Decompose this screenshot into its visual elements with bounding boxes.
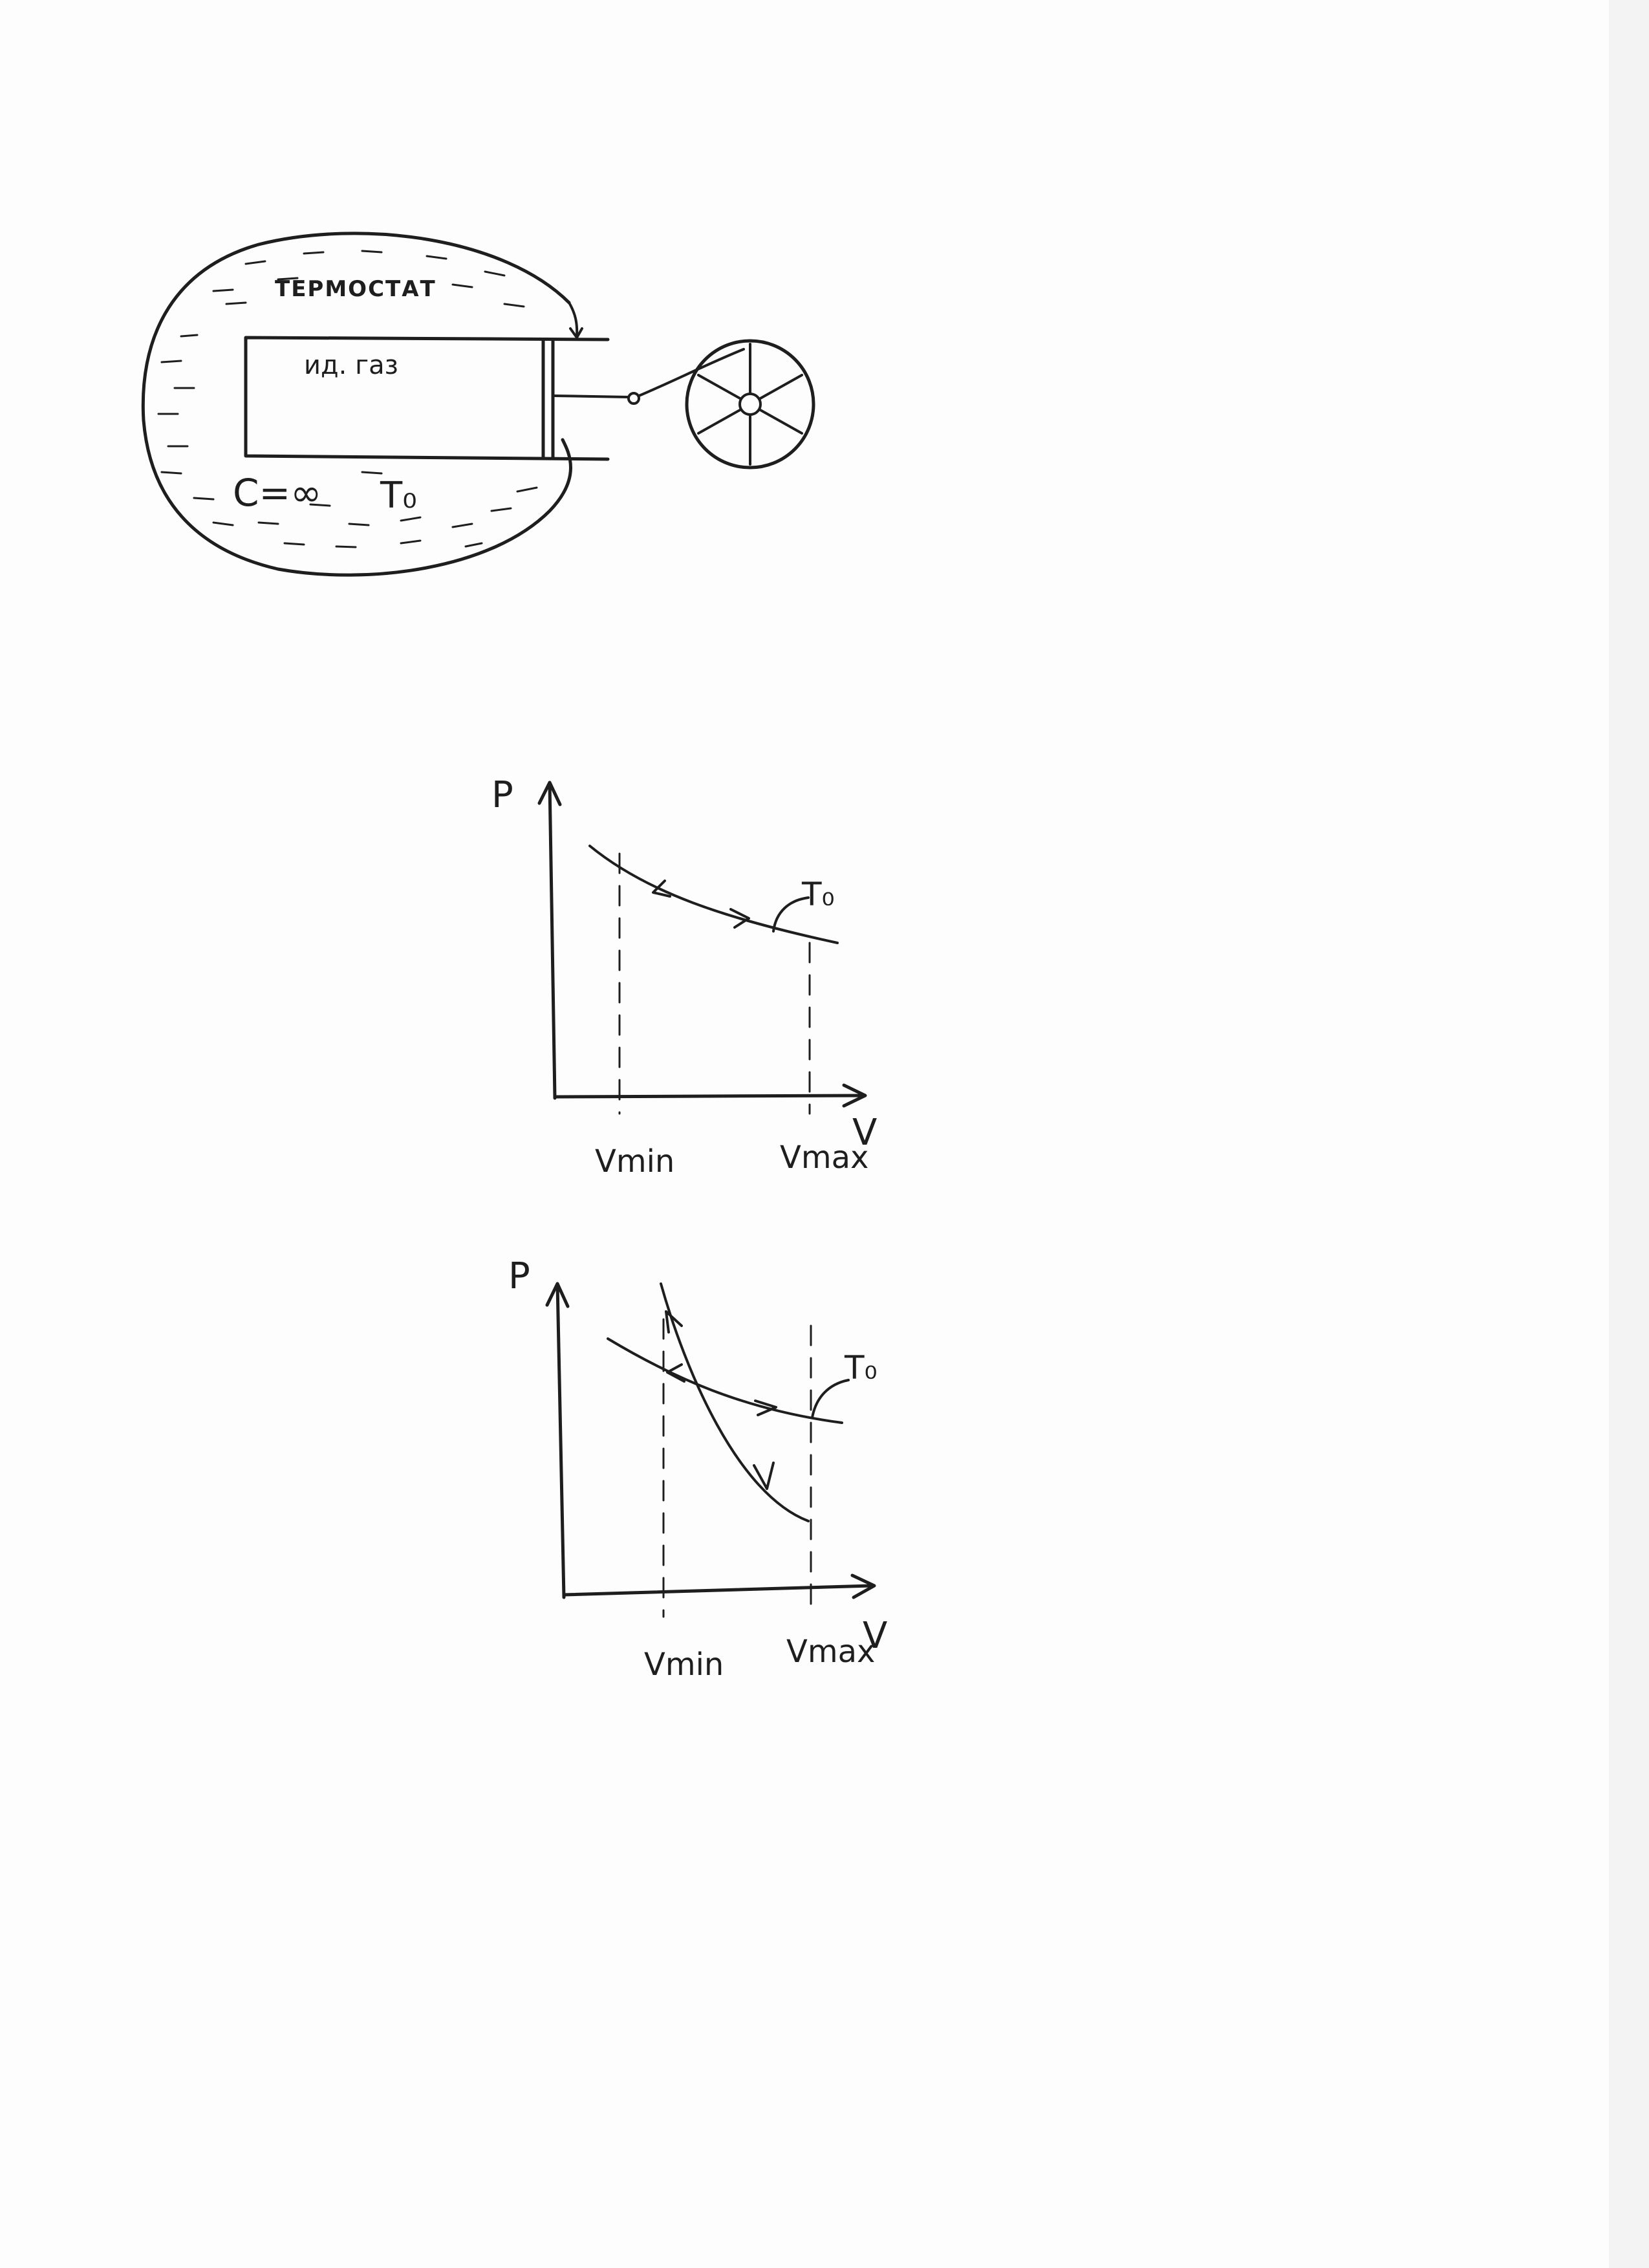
heat-capacity-label: C=∞ [233, 471, 321, 515]
steep-arrow-up [665, 1310, 683, 1334]
pv-diagram-bottom: P V Vmin Vmax T₀ [508, 1255, 887, 1683]
p-axis [555, 1282, 566, 1599]
thermostat-label: ТЕРМОСТАТ [275, 276, 436, 302]
rod-joint [627, 392, 640, 405]
isotherm-label: T₀ [844, 1349, 878, 1387]
steep-arrow-down [753, 1462, 775, 1490]
isotherm-arrow-right [729, 908, 750, 929]
thermostat-pointer [568, 301, 579, 338]
flywheel [685, 339, 815, 470]
vmax-label: Vmax [780, 1139, 868, 1176]
p-axis [548, 781, 557, 1100]
isotherm-label: T₀ [801, 876, 835, 913]
temperature-label: T₀ [380, 475, 417, 517]
scan-edge [1609, 0, 1649, 2268]
pv-diagram-top: P V Vmin Vmax T₀ [491, 774, 877, 1180]
p-axis-label: P [491, 774, 513, 816]
apparatus-drawing: ТЕРМОСТАТ ид. газ C=∞ T₀ [141, 232, 815, 577]
v-axis-label: V [852, 1112, 877, 1154]
thermostat-pointer-head [569, 327, 583, 339]
isotherm-arrow-right [754, 1399, 777, 1416]
isotherm-arrow-left [666, 1363, 685, 1383]
piston-rod [554, 394, 630, 398]
vmin-label: Vmin [644, 1647, 724, 1683]
v-axis-arrow [850, 1573, 876, 1599]
connecting-rope [638, 348, 745, 397]
v-axis-label: V [863, 1615, 887, 1657]
p-axis-arrow [545, 1282, 570, 1308]
v-axis-arrow [842, 1083, 867, 1108]
thermostat-outline [141, 232, 572, 577]
v-axis [553, 1094, 865, 1099]
isotherm-arrow-left [652, 880, 671, 898]
gas-label: ид. газ [304, 351, 398, 380]
vmin-label: Vmin [595, 1143, 674, 1180]
isotherm-leader [811, 1379, 850, 1419]
v-axis [562, 1584, 874, 1597]
thermostat-hatching [157, 250, 538, 548]
vmax-label: Vmax [786, 1634, 875, 1670]
isotherm-curve [607, 1337, 843, 1424]
p-axis-arrow [537, 781, 562, 806]
p-axis-label: P [508, 1255, 530, 1297]
piston [541, 338, 555, 460]
isotherm-curve [588, 845, 839, 944]
steep-curve [660, 1282, 810, 1522]
isotherm-leader [772, 896, 810, 933]
cylinder-body [244, 336, 610, 461]
